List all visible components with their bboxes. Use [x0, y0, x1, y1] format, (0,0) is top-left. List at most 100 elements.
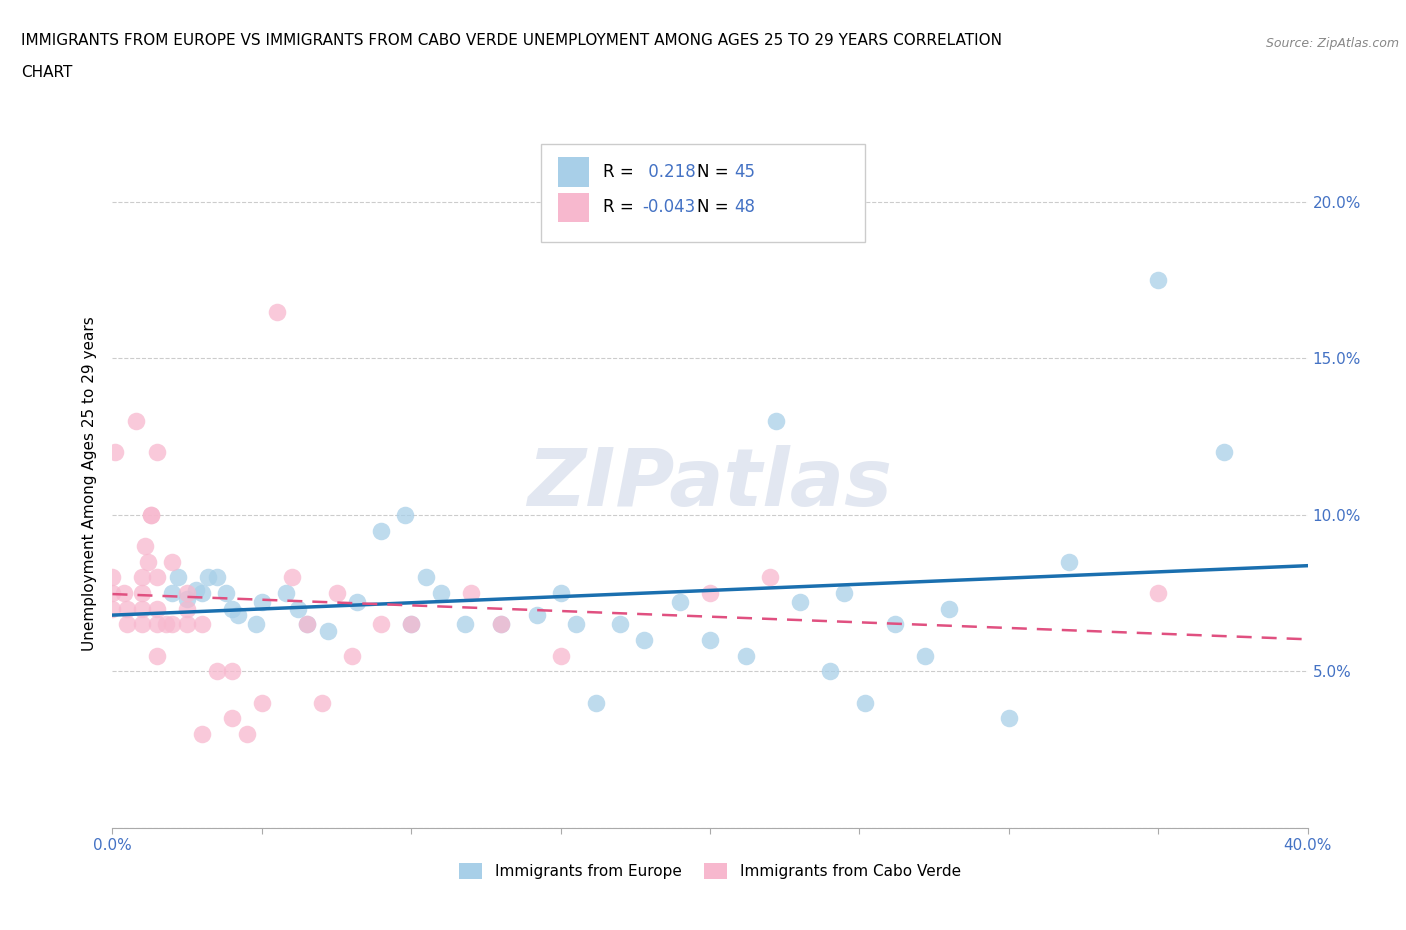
Text: R =: R =: [603, 163, 640, 181]
Point: [226, 607, 249, 622]
Text: 45: 45: [734, 163, 755, 181]
Point: [176, 602, 198, 617]
Point: [114, 586, 135, 601]
Point: [633, 632, 655, 647]
Text: Source: ZipAtlas.com: Source: ZipAtlas.com: [1265, 37, 1399, 50]
Point: [489, 617, 512, 631]
Point: [585, 695, 607, 710]
Point: [834, 586, 856, 601]
Point: [281, 570, 304, 585]
Point: [197, 570, 219, 585]
Point: [131, 617, 153, 631]
Point: [564, 617, 586, 631]
Point: [221, 602, 243, 617]
Point: [401, 617, 423, 631]
Point: [117, 602, 139, 617]
Point: [340, 648, 363, 663]
Point: [141, 508, 163, 523]
Text: R =: R =: [603, 198, 640, 217]
Point: [176, 617, 198, 631]
Point: [191, 726, 214, 741]
Point: [818, 664, 841, 679]
Point: [221, 664, 243, 679]
Point: [205, 664, 228, 679]
Point: [101, 586, 124, 601]
Legend: Immigrants from Europe, Immigrants from Cabo Verde: Immigrants from Europe, Immigrants from …: [453, 857, 967, 885]
Text: -0.043: -0.043: [643, 198, 696, 217]
Point: [138, 554, 160, 569]
Point: [167, 570, 190, 585]
Point: [884, 617, 907, 631]
Point: [245, 617, 267, 631]
Point: [287, 602, 309, 617]
Point: [415, 570, 437, 585]
Point: [550, 648, 572, 663]
Text: N =: N =: [697, 163, 734, 181]
Point: [1213, 445, 1236, 459]
Text: IMMIGRANTS FROM EUROPE VS IMMIGRANTS FROM CABO VERDE UNEMPLOYMENT AMONG AGES 25 : IMMIGRANTS FROM EUROPE VS IMMIGRANTS FRO…: [21, 33, 1002, 47]
Point: [394, 508, 416, 523]
Point: [1057, 554, 1080, 569]
Point: [221, 711, 243, 725]
Point: [1147, 586, 1170, 601]
Point: [162, 617, 183, 631]
Point: [550, 586, 572, 601]
Point: [236, 726, 259, 741]
Point: [346, 595, 368, 610]
Point: [401, 617, 423, 631]
Point: [998, 711, 1021, 725]
Point: [370, 617, 392, 631]
Point: [765, 414, 787, 429]
Point: [489, 617, 512, 631]
Text: CHART: CHART: [21, 65, 73, 80]
Point: [250, 595, 273, 610]
Point: [125, 414, 148, 429]
Point: [274, 586, 297, 601]
Point: [325, 586, 347, 601]
Point: [155, 617, 177, 631]
Point: [101, 602, 124, 617]
Point: [1147, 272, 1170, 287]
Point: [266, 304, 288, 319]
Point: [759, 570, 782, 585]
Point: [101, 570, 124, 585]
Point: [295, 617, 318, 631]
Point: [460, 586, 482, 601]
Point: [454, 617, 477, 631]
Point: [146, 445, 169, 459]
Point: [430, 586, 453, 601]
Point: [205, 570, 228, 585]
Point: [146, 617, 169, 631]
Point: [526, 607, 548, 622]
Point: [316, 623, 339, 638]
Point: [699, 586, 721, 601]
Point: [250, 695, 273, 710]
Point: [176, 591, 198, 606]
Point: [938, 602, 960, 617]
Point: [162, 586, 183, 601]
Point: [609, 617, 631, 631]
Point: [146, 648, 169, 663]
Point: [669, 595, 692, 610]
Text: 48: 48: [734, 198, 755, 217]
Point: [914, 648, 936, 663]
Point: [162, 554, 183, 569]
Point: [131, 570, 153, 585]
Point: [146, 602, 169, 617]
Point: [855, 695, 877, 710]
Point: [191, 586, 214, 601]
Point: [699, 632, 721, 647]
Point: [134, 538, 156, 553]
Point: [146, 570, 169, 585]
Point: [215, 586, 238, 601]
Point: [191, 617, 214, 631]
Point: [789, 595, 811, 610]
Text: ZIPatlas: ZIPatlas: [527, 445, 893, 523]
Point: [104, 445, 127, 459]
Text: 0.218: 0.218: [643, 163, 696, 181]
Point: [141, 508, 163, 523]
Point: [131, 586, 153, 601]
Point: [735, 648, 758, 663]
Point: [295, 617, 318, 631]
Point: [186, 582, 208, 597]
